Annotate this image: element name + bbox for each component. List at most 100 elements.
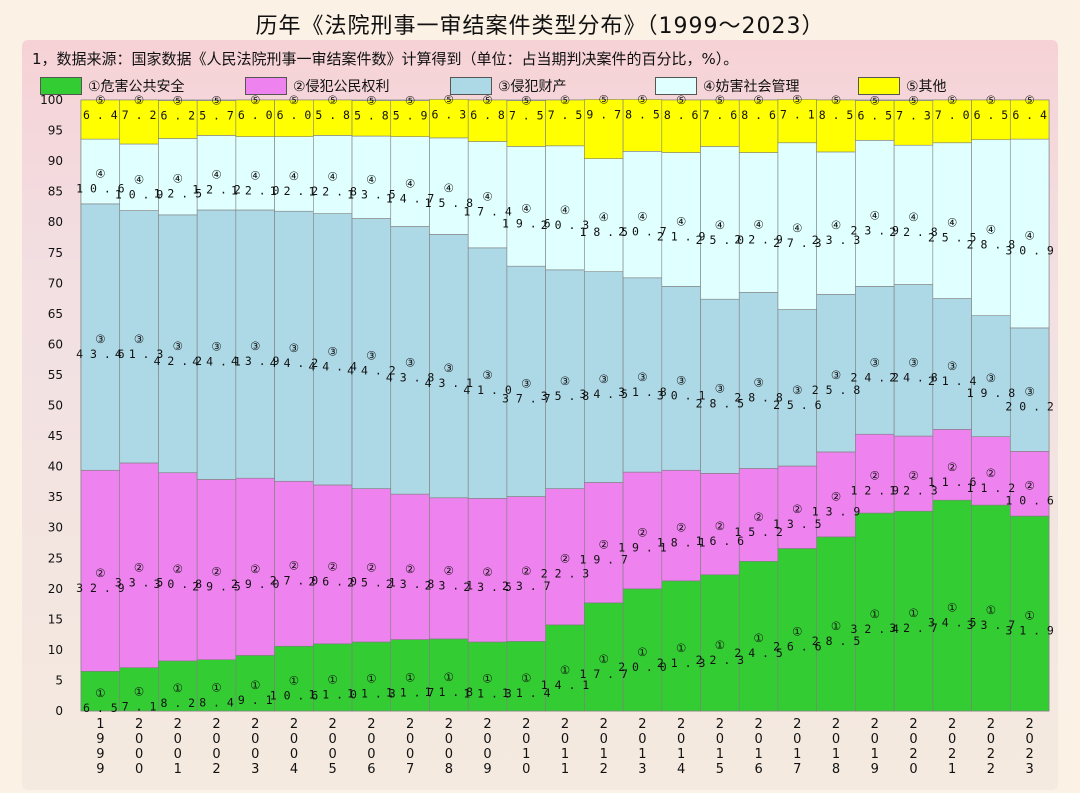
segment-marker: ③	[289, 341, 299, 355]
segment-marker: ③	[173, 339, 183, 353]
segment-marker: ⑤	[211, 94, 221, 108]
segment-value-label: 1 5 . 8	[425, 196, 474, 210]
bar-segment-5	[661, 99, 701, 153]
bar-segment-2	[700, 473, 740, 576]
segment-value-label: 1 0 . 6	[1005, 494, 1054, 508]
segment-marker: ①	[599, 652, 609, 666]
segment-value-label: 2 4 . 8	[889, 370, 938, 384]
segment-marker: ②	[831, 489, 841, 503]
segment-value-label: 1 8 . 1	[657, 536, 706, 550]
segment-value-label: 1 2 . 0	[231, 183, 280, 197]
bar-segment-2	[1009, 451, 1050, 517]
segment-value-label: 4 1 . 0	[463, 383, 512, 397]
bar-segment-3	[119, 210, 159, 464]
legend-item-social-management: ④妨害社会管理	[655, 76, 800, 96]
segment-marker: ④	[95, 166, 105, 180]
segment-marker: ④	[947, 216, 957, 230]
bar-segment-4	[274, 136, 314, 212]
bar-segment-5	[158, 100, 198, 139]
bar-segment-4	[235, 136, 275, 211]
segment-value-label: 2 7 . 3	[773, 236, 822, 250]
bar-segment-3	[80, 203, 121, 471]
segment-marker: ⑤	[676, 93, 686, 107]
segment-value-label: 3 4 . 5	[579, 387, 627, 401]
segment-value-label: 8 . 5	[625, 107, 660, 121]
segment-marker: ①	[947, 601, 957, 615]
segment-value-label: 2 0 . 0	[618, 660, 667, 674]
legend-label: ①危害公共安全	[88, 79, 185, 95]
bar-segment-4	[855, 140, 895, 287]
y-tick-label: 35	[48, 490, 63, 504]
segment-value-label: 1 1 . 6	[928, 475, 977, 489]
bar-segment-3	[545, 269, 585, 489]
segment-marker: ①	[250, 678, 260, 692]
bar-segment-2	[274, 480, 314, 647]
segment-value-label: 2 1 . 3	[657, 656, 706, 670]
segment-value-label: 3 4 . 5	[928, 616, 976, 630]
bar-segment-3	[467, 247, 508, 499]
segment-marker: ①	[831, 619, 841, 633]
segment-marker: ⑤	[715, 93, 725, 107]
bar-segment-5	[545, 99, 585, 147]
segment-value-label: 3 0 . 9	[1005, 244, 1054, 258]
bar-segment-2	[622, 471, 663, 590]
bar-segment-4	[661, 152, 701, 287]
segment-marker: ②	[792, 502, 802, 516]
segment-marker: ③	[366, 349, 376, 363]
segment-marker: ⑤	[289, 93, 299, 107]
segment-marker: ①	[908, 606, 918, 620]
bar-segment-5	[932, 99, 972, 144]
segment-value-label: 4 2 . 2	[154, 354, 202, 368]
segment-value-label: 3 0 . 1	[657, 388, 706, 402]
y-tick-label: 55	[48, 368, 63, 382]
segment-value-label: 1 8 . 5	[579, 225, 627, 239]
bar-segment-1	[622, 588, 663, 712]
segment-value-label: 4 3 . 8	[386, 370, 435, 384]
segment-value-label: 1 2 . 5	[154, 187, 202, 201]
bar-segment-4	[971, 139, 1011, 316]
segment-value-label: 1 6 . 6	[696, 534, 745, 548]
segment-value-label: 2 5 . 8	[812, 383, 861, 397]
segment-value-label: 1 9 . 7	[579, 553, 628, 567]
y-tick-label: 0	[55, 704, 63, 718]
segment-value-label: 4 3 . 9	[231, 354, 280, 368]
segment-value-label: 6 . 0	[277, 108, 312, 122]
bar-segment-1	[738, 561, 779, 712]
bar-segment-5	[467, 99, 508, 142]
bar-segment-2	[235, 477, 275, 656]
segment-value-label: 2 2 . 8	[889, 225, 938, 239]
segment-marker: ①	[211, 680, 221, 694]
bar-segment-4	[932, 142, 972, 299]
bar-segment-3	[235, 209, 275, 479]
segment-value-label: 2 0 . 3	[541, 218, 590, 232]
segment-value-label: 2 1 . 4	[928, 374, 977, 388]
segment-value-label: 1 0 . 9	[115, 187, 164, 201]
bar-segment-3	[932, 298, 972, 430]
segment-value-label: 8 . 4	[199, 695, 234, 709]
segment-value-label: 7 . 6	[703, 108, 738, 122]
segment-value-label: 2 5 . 1	[347, 575, 396, 589]
y-tick-label: 70	[48, 276, 63, 290]
bar-segment-1	[429, 638, 469, 712]
segment-marker: ①	[134, 684, 144, 698]
segment-value-label: 1 2 . 3	[889, 484, 938, 498]
segment-value-label: 1 1 . 4	[502, 686, 551, 700]
segment-marker: ④	[482, 190, 492, 204]
segment-value-label: 4 4 . 4	[308, 359, 357, 373]
segment-value-label: 6 . 0	[238, 108, 273, 122]
bar-segment-1	[467, 641, 508, 712]
segment-marker: ③	[521, 376, 531, 390]
bar-segment-1	[816, 536, 856, 712]
segment-marker: ①	[328, 672, 338, 686]
segment-value-label: 2 9 . 5	[192, 580, 240, 594]
segment-marker: ③	[482, 368, 492, 382]
segment-marker: ②	[482, 565, 492, 579]
segment-marker: ④	[637, 210, 647, 224]
segment-marker: ②	[676, 521, 686, 535]
segment-marker: ③	[134, 332, 144, 346]
segment-marker: ③	[1024, 385, 1034, 399]
